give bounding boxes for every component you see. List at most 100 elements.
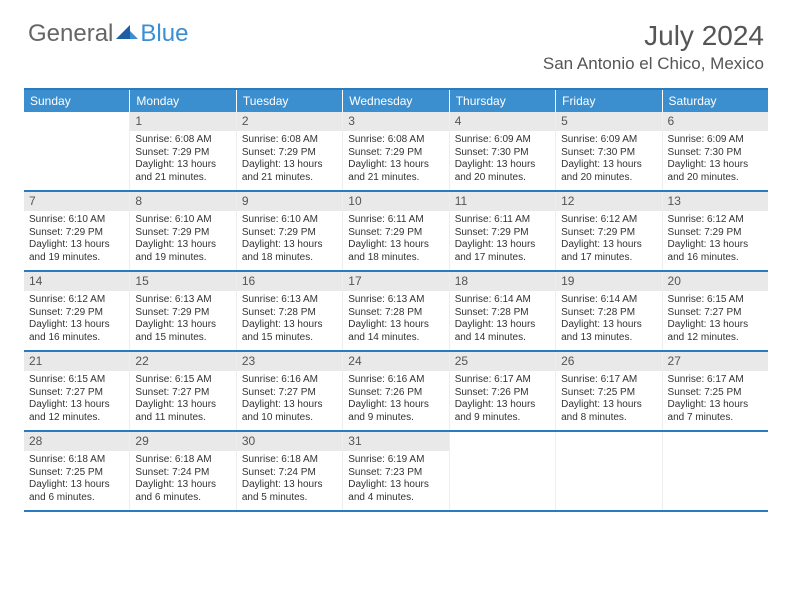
day-number: 11 — [450, 192, 555, 211]
dow-header: Wednesday — [343, 90, 449, 112]
sunset-text: Sunset: 7:27 PM — [668, 307, 763, 320]
day-body: Sunrise: 6:10 AMSunset: 7:29 PMDaylight:… — [130, 211, 235, 270]
daylight-text: Daylight: 13 hours and 14 minutes. — [455, 319, 550, 344]
daylight-text: Daylight: 13 hours and 15 minutes. — [135, 319, 230, 344]
sunrise-text: Sunrise: 6:16 AM — [348, 374, 443, 387]
day-body: Sunrise: 6:17 AMSunset: 7:25 PMDaylight:… — [556, 371, 661, 430]
day-body: Sunrise: 6:08 AMSunset: 7:29 PMDaylight:… — [130, 131, 235, 190]
day-cell: 23Sunrise: 6:16 AMSunset: 7:27 PMDayligh… — [237, 352, 343, 430]
daylight-text: Daylight: 13 hours and 14 minutes. — [348, 319, 443, 344]
day-body: Sunrise: 6:13 AMSunset: 7:28 PMDaylight:… — [237, 291, 342, 350]
day-body: Sunrise: 6:12 AMSunset: 7:29 PMDaylight:… — [663, 211, 768, 270]
day-body: Sunrise: 6:12 AMSunset: 7:29 PMDaylight:… — [24, 291, 129, 350]
day-cell: 29Sunrise: 6:18 AMSunset: 7:24 PMDayligh… — [130, 432, 236, 510]
day-body: Sunrise: 6:09 AMSunset: 7:30 PMDaylight:… — [450, 131, 555, 190]
day-body: Sunrise: 6:16 AMSunset: 7:27 PMDaylight:… — [237, 371, 342, 430]
day-number: 12 — [556, 192, 661, 211]
day-number: 27 — [663, 352, 768, 371]
day-cell: 1Sunrise: 6:08 AMSunset: 7:29 PMDaylight… — [130, 112, 236, 190]
sunrise-text: Sunrise: 6:10 AM — [135, 214, 230, 227]
day-body: Sunrise: 6:18 AMSunset: 7:25 PMDaylight:… — [24, 451, 129, 510]
week-row: 14Sunrise: 6:12 AMSunset: 7:29 PMDayligh… — [24, 272, 768, 352]
day-cell: 16Sunrise: 6:13 AMSunset: 7:28 PMDayligh… — [237, 272, 343, 350]
day-cell: 22Sunrise: 6:15 AMSunset: 7:27 PMDayligh… — [130, 352, 236, 430]
day-body: Sunrise: 6:16 AMSunset: 7:26 PMDaylight:… — [343, 371, 448, 430]
sunrise-text: Sunrise: 6:08 AM — [348, 134, 443, 147]
sunrise-text: Sunrise: 6:10 AM — [242, 214, 337, 227]
sunset-text: Sunset: 7:29 PM — [668, 227, 763, 240]
sunset-text: Sunset: 7:27 PM — [242, 387, 337, 400]
day-body: Sunrise: 6:10 AMSunset: 7:29 PMDaylight:… — [237, 211, 342, 270]
day-cell: 20Sunrise: 6:15 AMSunset: 7:27 PMDayligh… — [663, 272, 768, 350]
day-body: Sunrise: 6:17 AMSunset: 7:25 PMDaylight:… — [663, 371, 768, 430]
sunrise-text: Sunrise: 6:08 AM — [135, 134, 230, 147]
day-body: Sunrise: 6:12 AMSunset: 7:29 PMDaylight:… — [556, 211, 661, 270]
day-of-week-row: SundayMondayTuesdayWednesdayThursdayFrid… — [24, 90, 768, 112]
dow-header: Monday — [130, 90, 236, 112]
sunrise-text: Sunrise: 6:17 AM — [668, 374, 763, 387]
daylight-text: Daylight: 13 hours and 21 minutes. — [242, 159, 337, 184]
daylight-text: Daylight: 13 hours and 8 minutes. — [561, 399, 656, 424]
dow-header: Sunday — [24, 90, 130, 112]
day-body: Sunrise: 6:14 AMSunset: 7:28 PMDaylight:… — [556, 291, 661, 350]
daylight-text: Daylight: 13 hours and 5 minutes. — [242, 479, 337, 504]
day-number: 23 — [237, 352, 342, 371]
sunrise-text: Sunrise: 6:09 AM — [455, 134, 550, 147]
day-cell: 15Sunrise: 6:13 AMSunset: 7:29 PMDayligh… — [130, 272, 236, 350]
logo-icon — [116, 20, 138, 48]
day-number: 10 — [343, 192, 448, 211]
day-cell: 5Sunrise: 6:09 AMSunset: 7:30 PMDaylight… — [556, 112, 662, 190]
sunset-text: Sunset: 7:28 PM — [242, 307, 337, 320]
day-number: 17 — [343, 272, 448, 291]
sunset-text: Sunset: 7:28 PM — [561, 307, 656, 320]
day-cell: 3Sunrise: 6:08 AMSunset: 7:29 PMDaylight… — [343, 112, 449, 190]
daylight-text: Daylight: 13 hours and 17 minutes. — [455, 239, 550, 264]
daylight-text: Daylight: 13 hours and 9 minutes. — [455, 399, 550, 424]
sunset-text: Sunset: 7:30 PM — [668, 147, 763, 160]
day-body: Sunrise: 6:19 AMSunset: 7:23 PMDaylight:… — [343, 451, 448, 510]
sunset-text: Sunset: 7:30 PM — [561, 147, 656, 160]
day-cell: 31Sunrise: 6:19 AMSunset: 7:23 PMDayligh… — [343, 432, 449, 510]
day-body: Sunrise: 6:08 AMSunset: 7:29 PMDaylight:… — [237, 131, 342, 190]
day-number: 26 — [556, 352, 661, 371]
daylight-text: Daylight: 13 hours and 6 minutes. — [135, 479, 230, 504]
day-body: Sunrise: 6:13 AMSunset: 7:28 PMDaylight:… — [343, 291, 448, 350]
day-number: 30 — [237, 432, 342, 451]
day-number: 15 — [130, 272, 235, 291]
sunrise-text: Sunrise: 6:15 AM — [135, 374, 230, 387]
sunset-text: Sunset: 7:28 PM — [348, 307, 443, 320]
logo-text-2: Blue — [140, 20, 188, 48]
sunset-text: Sunset: 7:29 PM — [29, 227, 124, 240]
sunset-text: Sunset: 7:29 PM — [29, 307, 124, 320]
sunset-text: Sunset: 7:29 PM — [135, 147, 230, 160]
sunset-text: Sunset: 7:29 PM — [242, 227, 337, 240]
sunrise-text: Sunrise: 6:16 AM — [242, 374, 337, 387]
daylight-text: Daylight: 13 hours and 13 minutes. — [561, 319, 656, 344]
sunrise-text: Sunrise: 6:15 AM — [668, 294, 763, 307]
sunrise-text: Sunrise: 6:12 AM — [668, 214, 763, 227]
sunrise-text: Sunrise: 6:18 AM — [242, 454, 337, 467]
daylight-text: Daylight: 13 hours and 16 minutes. — [29, 319, 124, 344]
sunrise-text: Sunrise: 6:18 AM — [29, 454, 124, 467]
logo: General Blue — [28, 20, 188, 48]
daylight-text: Daylight: 13 hours and 20 minutes. — [561, 159, 656, 184]
daylight-text: Daylight: 13 hours and 21 minutes. — [135, 159, 230, 184]
day-number: 18 — [450, 272, 555, 291]
day-cell — [663, 432, 768, 510]
sunrise-text: Sunrise: 6:11 AM — [348, 214, 443, 227]
sunset-text: Sunset: 7:29 PM — [135, 227, 230, 240]
day-cell: 28Sunrise: 6:18 AMSunset: 7:25 PMDayligh… — [24, 432, 130, 510]
day-number: 29 — [130, 432, 235, 451]
day-cell: 30Sunrise: 6:18 AMSunset: 7:24 PMDayligh… — [237, 432, 343, 510]
daylight-text: Daylight: 13 hours and 17 minutes. — [561, 239, 656, 264]
day-number: 13 — [663, 192, 768, 211]
sunrise-text: Sunrise: 6:09 AM — [668, 134, 763, 147]
day-number: 16 — [237, 272, 342, 291]
sunrise-text: Sunrise: 6:13 AM — [135, 294, 230, 307]
week-row: 1Sunrise: 6:08 AMSunset: 7:29 PMDaylight… — [24, 112, 768, 192]
page-title: July 2024 — [543, 20, 764, 52]
sunset-text: Sunset: 7:29 PM — [561, 227, 656, 240]
day-cell: 21Sunrise: 6:15 AMSunset: 7:27 PMDayligh… — [24, 352, 130, 430]
daylight-text: Daylight: 13 hours and 4 minutes. — [348, 479, 443, 504]
calendar: SundayMondayTuesdayWednesdayThursdayFrid… — [24, 88, 768, 512]
